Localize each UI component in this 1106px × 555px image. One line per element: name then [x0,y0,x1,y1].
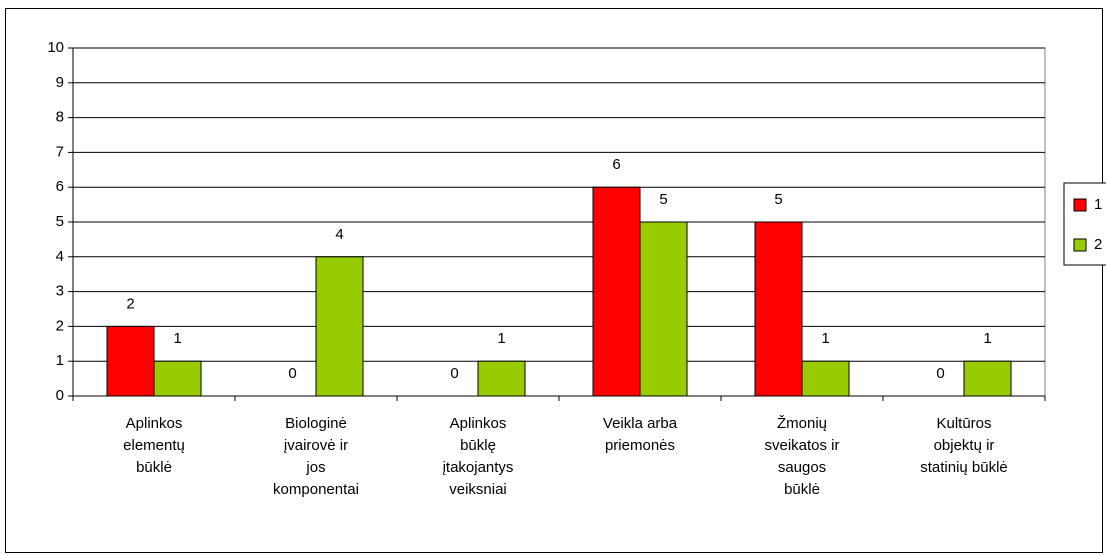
y-tick-label: 8 [56,109,64,126]
y-tick-label: 0 [56,387,64,404]
bar [963,360,1012,397]
data-label: 1 [173,330,181,347]
y-tick-label: 5 [56,213,64,230]
bar [106,325,155,397]
y-tick-label: 9 [56,74,64,91]
data-label: 5 [659,191,667,208]
legend-label: 2 [1094,236,1102,253]
bar [315,256,364,397]
legend-swatch [1073,238,1087,252]
x-tick-label: Aplinkos elementų būklė [123,415,185,476]
data-label: 0 [450,365,458,382]
legend-swatch [1073,198,1087,212]
x-tick-label: Kultūros objektų ir statinių būklė [920,415,1008,476]
data-label: 1 [497,330,505,347]
x-tick-label: Biologinė įvairovė ir jos komponentai [273,415,359,498]
bar [477,360,526,397]
bar [592,186,641,397]
x-tick-label: Aplinkos būklę įtakojantys veiksniai [443,415,514,498]
y-tick-label: 4 [56,248,64,265]
bar [639,221,688,397]
data-label: 5 [774,191,782,208]
data-label: 1 [983,330,991,347]
x-tick-label: Veikla arba priemonės [603,415,678,454]
data-label: 2 [126,295,134,312]
data-label: 1 [821,330,829,347]
legend-label: 1 [1094,196,1102,213]
bar [801,360,850,397]
y-tick-label: 6 [56,178,64,195]
bar [754,221,803,397]
y-tick-label: 3 [56,283,64,300]
y-tick-label: 1 [56,352,64,369]
data-label: 0 [936,365,944,382]
x-tick-label: Žmonių sveikatos ir saugos būklė [764,415,839,498]
data-label: 4 [335,226,343,243]
y-tick-label: 10 [47,39,64,56]
y-tick-label: 7 [56,143,64,160]
y-tick-label: 2 [56,317,64,334]
data-label: 6 [612,156,620,173]
bar [153,360,202,397]
data-label: 0 [288,365,296,382]
